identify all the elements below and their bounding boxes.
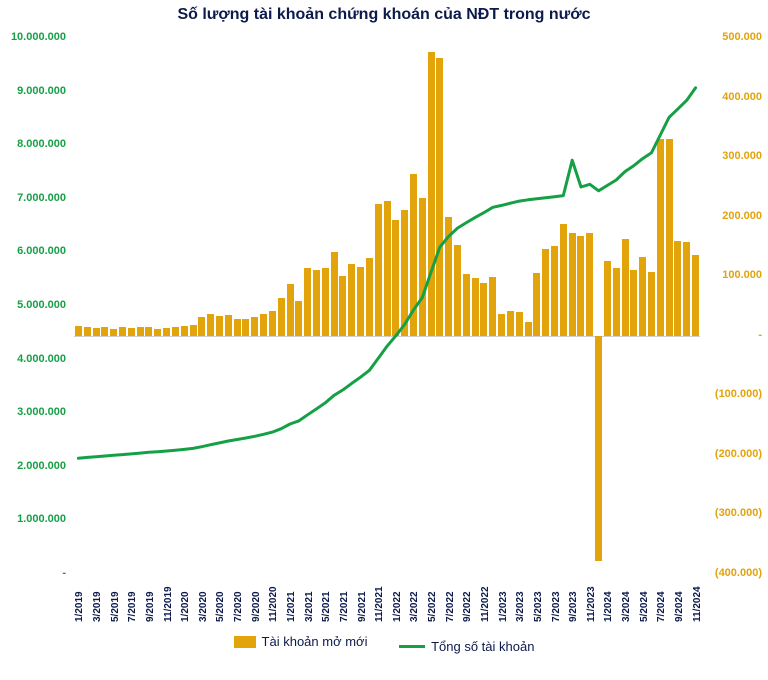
x-tick-label: 9/2023 xyxy=(568,591,579,622)
y-left-tick-label: 7.000.000 xyxy=(6,192,66,204)
legend-label-bar: Tài khoản mở mới xyxy=(262,634,368,649)
y-right-tick-label: 100.000 xyxy=(704,269,762,281)
y-right-tick-label: 300.000 xyxy=(704,150,762,162)
x-tick-label: 9/2021 xyxy=(357,591,368,622)
x-tick-label: 3/2021 xyxy=(304,591,315,622)
x-tick-label: 11/2024 xyxy=(692,586,703,622)
y-left-tick-label: 5.000.000 xyxy=(6,299,66,311)
x-tick-label: 3/2022 xyxy=(409,591,420,622)
plot-area: 1/20193/20195/20197/20199/201911/20191/2… xyxy=(74,38,700,574)
legend-swatch-bar xyxy=(234,636,256,648)
y-axis-left: -1.000.0002.000.0003.000.0004.000.0005.0… xyxy=(6,38,66,574)
x-tick-label: 1/2019 xyxy=(74,591,85,622)
x-tick-label: 7/2022 xyxy=(445,591,456,622)
y-left-tick-label: 6.000.000 xyxy=(6,245,66,257)
line-path xyxy=(78,88,695,458)
y-left-tick-label: 10.000.000 xyxy=(6,31,66,43)
x-tick-label: 9/2022 xyxy=(462,591,473,622)
x-tick-label: 7/2024 xyxy=(656,591,667,622)
x-tick-label: 7/2023 xyxy=(551,591,562,622)
chart-container: Số lượng tài khoản chứng khoán của NĐT t… xyxy=(0,0,768,680)
x-tick-label: 3/2019 xyxy=(92,591,103,622)
x-tick-label: 5/2021 xyxy=(321,591,332,622)
x-tick-label: 11/2021 xyxy=(374,586,385,622)
x-tick-label: 1/2021 xyxy=(286,591,297,622)
x-tick-label: 7/2021 xyxy=(339,591,350,622)
y-left-tick-label: 2.000.000 xyxy=(6,460,66,472)
y-right-tick-label: - xyxy=(704,329,762,341)
x-tick-label: 1/2024 xyxy=(603,591,614,622)
x-tick-label: 5/2019 xyxy=(110,591,121,622)
x-tick-label: 9/2024 xyxy=(674,591,685,622)
y-right-tick-label: (400.000) xyxy=(704,567,762,579)
y-right-tick-label: (300.000) xyxy=(704,507,762,519)
y-right-tick-label: 500.000 xyxy=(704,31,762,43)
x-tick-label: 1/2023 xyxy=(498,591,509,622)
x-tick-label: 1/2022 xyxy=(392,591,403,622)
x-tick-label: 9/2020 xyxy=(251,591,262,622)
x-tick-label: 9/2019 xyxy=(145,591,156,622)
y-left-tick-label: 9.000.000 xyxy=(6,85,66,97)
legend-item-line: Tổng số tài khoản xyxy=(399,639,534,654)
x-tick-label: 3/2024 xyxy=(621,591,632,622)
x-tick-label: 5/2024 xyxy=(639,591,650,622)
x-tick-label: 11/2022 xyxy=(480,586,491,622)
x-tick-label: 5/2022 xyxy=(427,591,438,622)
chart-title: Số lượng tài khoản chứng khoán của NĐT t… xyxy=(0,6,768,24)
x-tick-label: 5/2020 xyxy=(215,591,226,622)
x-tick-label: 3/2023 xyxy=(515,591,526,622)
x-tick-label: 3/2020 xyxy=(198,591,209,622)
legend-item-bar: Tài khoản mở mới xyxy=(234,634,368,649)
y-right-tick-label: (100.000) xyxy=(704,388,762,400)
y-left-tick-label: 1.000.000 xyxy=(6,513,66,525)
y-right-tick-label: (200.000) xyxy=(704,448,762,460)
y-left-tick-label: 3.000.000 xyxy=(6,406,66,418)
x-tick-label: 11/2023 xyxy=(586,586,597,622)
x-tick-label: 11/2020 xyxy=(268,586,279,622)
legend: Tài khoản mở mới Tổng số tài khoản xyxy=(0,634,768,654)
x-tick-label: 5/2023 xyxy=(533,591,544,622)
y-left-tick-label: - xyxy=(6,567,66,579)
x-tick-label: 1/2020 xyxy=(180,591,191,622)
y-right-tick-label: 400.000 xyxy=(704,91,762,103)
x-tick-label: 11/2019 xyxy=(163,586,174,622)
y-right-tick-label: 200.000 xyxy=(704,210,762,222)
y-axis-right: (400.000)(300.000)(200.000)(100.000)-100… xyxy=(704,38,762,574)
y-left-tick-label: 4.000.000 xyxy=(6,353,66,365)
legend-swatch-line xyxy=(399,645,425,648)
x-tick-label: 7/2020 xyxy=(233,591,244,622)
y-left-tick-label: 8.000.000 xyxy=(6,138,66,150)
x-tick-label: 7/2019 xyxy=(127,591,138,622)
line-series xyxy=(74,38,700,574)
legend-label-line: Tổng số tài khoản xyxy=(431,639,534,654)
